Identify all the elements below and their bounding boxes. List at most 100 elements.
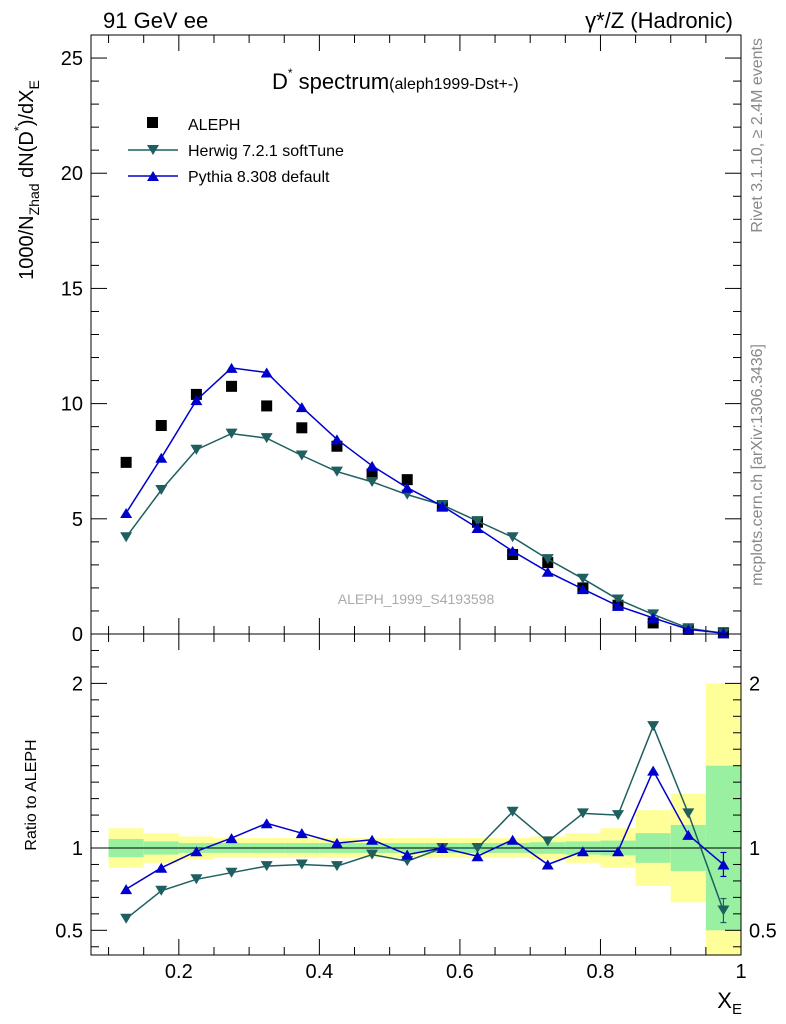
series-marker <box>401 482 414 493</box>
ratio-series-marker <box>330 838 343 849</box>
ratio-series-marker <box>717 859 730 870</box>
main-ticks <box>91 34 742 635</box>
ratio-series-marker <box>190 846 203 857</box>
ratio-series-marker <box>647 765 660 776</box>
aleph-point <box>190 388 202 400</box>
ratio-ytick-label: 2 <box>72 673 83 695</box>
ratio-series-marker <box>295 828 308 839</box>
ratio-ytick-label: 1 <box>72 838 83 860</box>
ratio-panel: 0.5 0.51 12 20.2 0.4 0.6 0.8 1 Ratio to ALEPH <box>23 633 777 983</box>
ratio-series-marker <box>260 861 273 872</box>
main-ytick-label: 5 <box>72 509 83 531</box>
ratio-ytick-label-right: 2 <box>749 673 760 695</box>
series-marker <box>682 624 695 635</box>
plot-title: D* spectrum(aleph1999-Dst+-) <box>272 66 519 94</box>
series-marker <box>506 546 519 557</box>
series-marker <box>541 566 554 577</box>
aleph-point <box>366 468 378 480</box>
series-marker <box>190 444 203 455</box>
legend-marker-aleph <box>147 117 158 128</box>
ratio-tick-labels: 0.5 0.51 12 20.2 0.4 0.6 0.8 1 <box>55 673 777 983</box>
xtick-label: 1 <box>735 961 746 983</box>
ratio-series-line <box>125 724 725 920</box>
ratio-series-marker <box>647 721 660 732</box>
series-marker <box>647 612 660 623</box>
ratio-series-marker <box>190 874 203 885</box>
series-marker <box>225 428 238 439</box>
legend-label-pythia: Pythia 8.308 default <box>188 169 330 186</box>
ratio-ytick-label-right: 1 <box>749 838 760 860</box>
legend-label-herwig: Herwig 7.2.1 softTune <box>188 143 344 160</box>
series-marker <box>471 516 484 527</box>
ratio-series-marker <box>506 806 519 817</box>
series-marker <box>295 450 308 461</box>
legend: ALEPH Herwig 7.2.1 softTune Pythia 8.308… <box>128 117 344 186</box>
ratio-series-marker <box>401 849 414 860</box>
series-marker <box>120 532 133 543</box>
series-marker <box>155 485 168 496</box>
mcplots-label: mcplots.cern.ch [arXiv:1306.3436] <box>749 344 766 586</box>
aleph-point <box>296 422 308 434</box>
ratio-series-marker <box>541 836 554 847</box>
ratio-series-marker <box>506 834 519 845</box>
series-marker <box>120 508 133 519</box>
series-marker <box>225 362 238 373</box>
series-marker <box>436 501 449 512</box>
header-right: γ*/Z (Hadronic) <box>585 8 733 33</box>
aleph-point <box>261 400 273 412</box>
ratio-series-layer <box>120 721 730 924</box>
aleph-point <box>647 617 659 629</box>
ratio-series-marker <box>541 859 554 870</box>
series-marker <box>366 476 379 487</box>
ratio-frame <box>90 633 742 956</box>
series-marker <box>155 452 168 463</box>
rivet-label: Rivet 3.1.10, ≥ 2.4M events <box>749 38 766 233</box>
ratio-series-marker <box>120 884 133 895</box>
main-ytick-label: 10 <box>61 394 83 416</box>
series-marker <box>717 628 730 639</box>
xtick-label: 0.8 <box>587 961 615 983</box>
ratio-series-herwig-7-2-1-softtune <box>120 721 730 924</box>
series-marker <box>260 367 273 378</box>
ratio-ylabel: Ratio to ALEPH <box>23 739 40 850</box>
ratio-series-marker <box>366 834 379 845</box>
legend-marker-pythia <box>147 171 159 181</box>
xtick-label: 0.2 <box>165 961 193 983</box>
ratio-series-marker <box>717 905 730 916</box>
main-ytick-label: 0 <box>72 624 83 646</box>
series-marker <box>612 600 625 611</box>
main-tick-labels: 0 5 10 15 20 25 <box>61 48 83 646</box>
series-marker <box>260 433 273 444</box>
ratio-series-pythia-8-308-default <box>120 765 730 895</box>
ratio-series-marker <box>576 846 589 857</box>
legend-marker-herwig <box>147 145 159 155</box>
xtick-label: 0.4 <box>305 961 333 983</box>
aleph-point <box>331 440 343 452</box>
main-ytick-label: 15 <box>61 278 83 300</box>
ratio-series-marker <box>120 913 133 924</box>
ratio-series-marker <box>682 808 695 819</box>
ratio-ticks <box>91 633 742 955</box>
series-line <box>125 432 724 635</box>
x-axis-label: XE <box>717 988 742 1018</box>
series-marker <box>506 532 519 543</box>
ratio-series-marker <box>471 843 484 853</box>
series-marker <box>330 434 343 445</box>
legend-label-aleph: ALEPH <box>188 117 240 134</box>
main-series-layer <box>120 362 730 639</box>
series-line <box>125 367 724 634</box>
series-marker <box>471 523 484 534</box>
main-ytick-label: 20 <box>61 163 83 185</box>
main-ytick-label: 25 <box>61 48 83 70</box>
ratio-series-marker <box>612 846 625 857</box>
ratio-series-marker <box>471 851 484 862</box>
ratio-series-marker <box>366 849 379 860</box>
ratio-series-marker <box>225 833 238 844</box>
ratio-series-marker <box>682 829 695 840</box>
ratio-series-marker <box>436 843 449 853</box>
ratio-series-marker <box>612 810 625 821</box>
series-marker <box>541 554 554 565</box>
series-marker <box>190 395 203 406</box>
